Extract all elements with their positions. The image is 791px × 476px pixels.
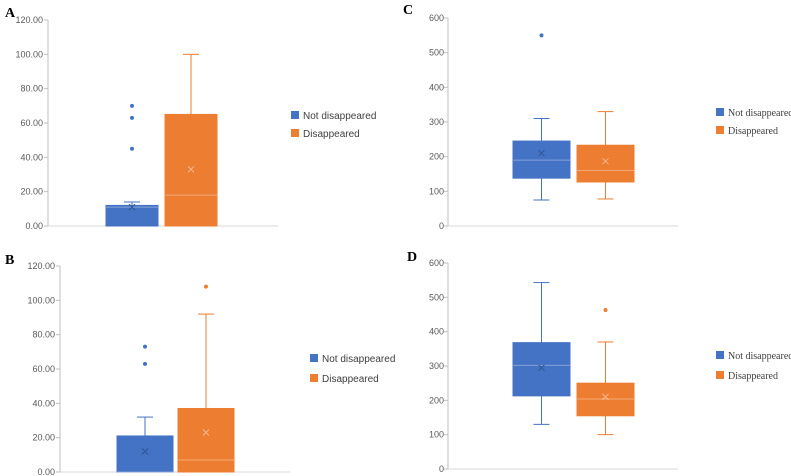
outlier-point-not-disappeared-a (130, 146, 134, 151)
legend-label-disappeared-b: Disappeared (322, 374, 379, 385)
box-not-disappeared-c (512, 140, 571, 179)
legend-swatch-disappeared-a (291, 129, 299, 137)
legend-label-not-disappeared-d: Not disappeared (728, 351, 791, 362)
box-disappeared-d (576, 382, 635, 417)
legend-swatch-not-disappeared-a (291, 111, 299, 119)
y-tick-label-b: 120.00 (27, 261, 55, 271)
legend-swatch-disappeared-b (310, 374, 318, 382)
mean-marker-not-disappeared-a (128, 203, 136, 211)
mean-marker-disappeared-a (187, 165, 195, 173)
y-tick-label-d: 200 (429, 395, 444, 405)
y-tick-label-c: 600 (429, 13, 444, 23)
legend-label-disappeared-d: Disappeared (728, 371, 778, 382)
y-tick-label-a: 80.00 (20, 84, 43, 94)
y-tick-label-a: 120.00 (15, 15, 43, 25)
y-tick-label-b: 40.00 (32, 398, 55, 408)
box-not-disappeared-a (105, 204, 159, 227)
y-tick-label-c: 200 (429, 152, 444, 162)
outlier-point-not-disappeared-c (539, 33, 544, 38)
legend-swatch-disappeared-d (716, 371, 724, 379)
y-tick-label-a: 100.00 (15, 49, 43, 59)
legend-swatch-not-disappeared-c (716, 108, 724, 116)
mean-marker-disappeared-d (602, 393, 609, 401)
outlier-point-disappeared-d (603, 308, 608, 313)
y-tick-label-d: 100 (429, 430, 444, 440)
legend-label-not-disappeared-c: Not disappeared (728, 108, 791, 119)
panel-label-d: D (407, 250, 417, 265)
y-tick-label-b: 100.00 (27, 295, 55, 305)
mean-marker-not-disappeared-d (538, 364, 545, 372)
y-tick-label-c: 100 (429, 186, 444, 196)
legend-label-disappeared-c: Disappeared (728, 126, 778, 137)
legend-label-not-disappeared-a: Not disappeared (303, 111, 376, 122)
y-tick-label-a: 40.00 (20, 152, 43, 162)
mean-marker-not-disappeared-c (538, 149, 545, 157)
box-disappeared-b (177, 407, 235, 473)
y-tick-label-b: 20.00 (32, 433, 55, 443)
legend-label-disappeared-a: Disappeared (303, 129, 360, 140)
panel-label-c: C (403, 3, 413, 18)
y-tick-label-c: 400 (429, 82, 444, 92)
y-tick-label-c: 500 (429, 48, 444, 58)
y-tick-label-b: 60.00 (32, 364, 55, 374)
y-tick-label-c: 0 (439, 221, 444, 231)
y-tick-label-c: 300 (429, 117, 444, 127)
y-tick-label-d: 600 (429, 258, 444, 268)
legend-swatch-not-disappeared-b (310, 354, 318, 362)
outlier-point-disappeared-b (204, 284, 208, 289)
mean-marker-disappeared-c (602, 157, 609, 165)
y-tick-label-a: 20.00 (20, 187, 43, 197)
y-tick-label-d: 500 (429, 292, 444, 302)
y-tick-label-a: 0.00 (25, 221, 43, 231)
box-disappeared-a (164, 113, 218, 227)
legend-label-not-disappeared-b: Not disappeared (322, 354, 395, 365)
outlier-point-not-disappeared-b (143, 361, 147, 366)
y-tick-label-d: 300 (429, 361, 444, 371)
box-not-disappeared-b (116, 435, 174, 473)
y-tick-label-b: 0.00 (37, 467, 55, 476)
outlier-point-not-disappeared-a (130, 115, 134, 120)
outlier-point-not-disappeared-b (143, 344, 147, 349)
mean-marker-not-disappeared-b (141, 448, 149, 455)
legend-swatch-disappeared-c (716, 126, 724, 134)
y-tick-label-b: 80.00 (32, 330, 55, 340)
legend-swatch-not-disappeared-d (716, 351, 724, 359)
y-tick-label-d: 400 (429, 327, 444, 337)
panel-label-a: A (5, 6, 16, 21)
panel-label-b: B (5, 253, 14, 268)
outlier-point-not-disappeared-a (130, 103, 134, 108)
box-not-disappeared-d (512, 342, 571, 397)
y-tick-label-d: 0 (439, 464, 444, 474)
box-disappeared-c (576, 144, 635, 183)
y-tick-label-a: 60.00 (20, 118, 43, 128)
mean-marker-disappeared-b (202, 429, 210, 436)
